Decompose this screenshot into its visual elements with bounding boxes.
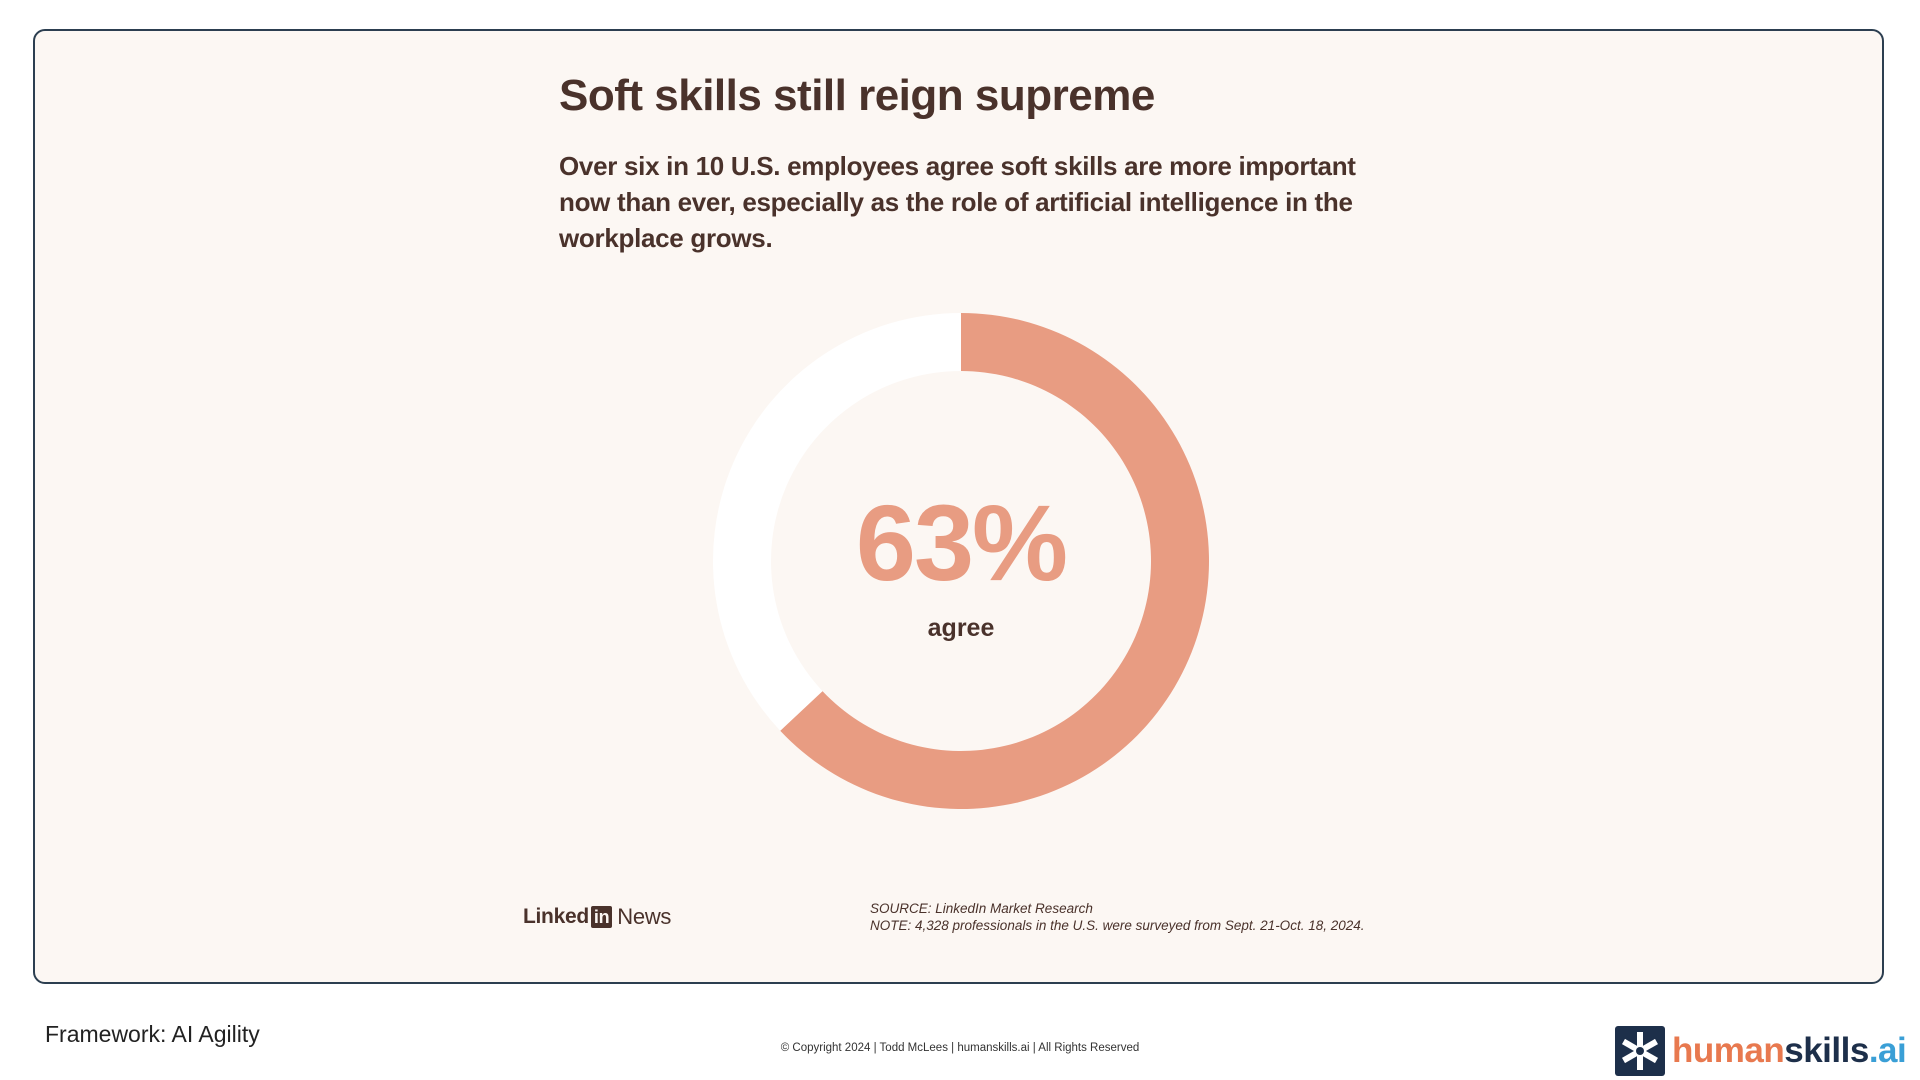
- source-notes: SOURCE: LinkedIn Market Research NOTE: 4…: [870, 900, 1365, 934]
- slide-title: Soft skills still reign supreme: [559, 71, 1155, 120]
- brand-word-ai: .ai: [1868, 1031, 1907, 1070]
- brand-wordmark: humanskills.ai: [1672, 1031, 1907, 1071]
- asterisk-icon: [1615, 1026, 1665, 1076]
- linkedin-logo-text: Linked: [523, 905, 589, 928]
- donut-slice-remainder-1: [713, 313, 961, 731]
- donut-center-label: agree: [927, 614, 995, 642]
- copyright-text: © Copyright 2024 | Todd McLees | humansk…: [780, 1042, 1140, 1054]
- linkedin-news-logo: Linked in News: [523, 904, 671, 930]
- donut-center-value: 63%: [855, 482, 1068, 603]
- slide-subtitle: Over six in 10 U.S. employees agree soft…: [559, 151, 1356, 253]
- brand-word-human: human: [1672, 1031, 1785, 1070]
- note-line: NOTE: 4,328 professionals in the U.S. we…: [870, 918, 1365, 933]
- donut-chart: 63% agree: [711, 311, 1211, 811]
- donut-svg: [713, 313, 1209, 809]
- slide-card: Soft skills still reign supreme Over six…: [33, 29, 1884, 984]
- linkedin-news-text: News: [617, 904, 672, 929]
- linkedin-in-icon: in: [590, 906, 613, 928]
- framework-label: Framework: AI Agility: [45, 1021, 260, 1047]
- brand-word-skills: skills: [1784, 1031, 1869, 1070]
- source-line: SOURCE: LinkedIn Market Research: [870, 901, 1093, 916]
- humanskills-logo: humanskills.ai: [1615, 1026, 1907, 1076]
- donut-slice-agree: [780, 313, 1209, 809]
